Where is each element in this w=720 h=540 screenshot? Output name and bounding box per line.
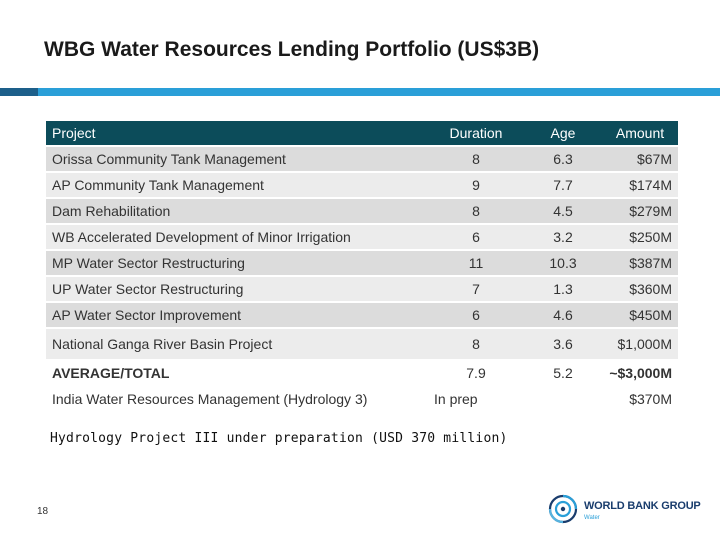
table-row: Dam Rehabilitation 8 4.5 $279M: [46, 199, 678, 223]
header-amount: Amount: [602, 121, 678, 145]
cell-amount: $387M: [602, 251, 678, 275]
cell-duration: 8: [428, 147, 524, 171]
cell-project: National Ganga River Basin Project: [46, 329, 428, 359]
total-label: AVERAGE/TOTAL: [52, 365, 170, 381]
cell-age: [524, 387, 602, 411]
table-row: National Ganga River Basin Project 8 3.6…: [46, 329, 678, 359]
cell-project: Orissa Community Tank Management: [46, 147, 428, 171]
logo-name: WORLD BANK GROUP: [584, 500, 701, 512]
cell-duration: 9: [428, 173, 524, 197]
cell-amount: $370M: [629, 391, 672, 407]
cell-age: 3.2: [524, 225, 602, 249]
cell-amount: $67M: [602, 147, 678, 171]
table-row: UP Water Sector Restructuring 7 1.3 $360…: [46, 277, 678, 301]
cell-duration: 7: [428, 277, 524, 301]
cell-duration: 6: [428, 225, 524, 249]
total-amount: ~$3,000M: [609, 365, 672, 381]
slide-title: WBG Water Resources Lending Portfolio (U…: [44, 38, 540, 61]
page-number: 18: [37, 506, 49, 517]
cell-project: AP Community Tank Management: [46, 173, 428, 197]
header-age: Age: [524, 121, 602, 145]
cell-age: 3.6: [524, 329, 602, 359]
cell-age: 4.6: [524, 303, 602, 327]
footnote: Hydrology Project III under preparation …: [50, 431, 508, 446]
header-duration: Duration: [428, 121, 524, 145]
table-row: MP Water Sector Restructuring 11 10.3 $3…: [46, 251, 678, 275]
cell-amount: $1,000M: [602, 329, 678, 359]
title-rule-light: [38, 88, 720, 96]
total-row: AVERAGE/TOTAL 7.9 5.2 ~$3,000M: [46, 361, 678, 385]
table-header-row: Project Duration Age Amount: [46, 121, 678, 145]
cell-duration: 6: [428, 303, 524, 327]
cell-age: 6.3: [524, 147, 602, 171]
cell-amount: $174M: [602, 173, 678, 197]
world-bank-globe-icon: [548, 494, 578, 529]
table-row: Orissa Community Tank Management 8 6.3 $…: [46, 147, 678, 171]
cell-project: UP Water Sector Restructuring: [46, 277, 428, 301]
total-duration: 7.9: [466, 365, 486, 381]
in-prep-row: India Water Resources Management (Hydrol…: [46, 387, 678, 411]
cell-amount: $450M: [602, 303, 678, 327]
cell-project: India Water Resources Management (Hydrol…: [52, 391, 368, 407]
cell-age: 7.7: [524, 173, 602, 197]
total-age: 5.2: [553, 365, 573, 381]
cell-project: AP Water Sector Improvement: [46, 303, 428, 327]
cell-amount: $360M: [602, 277, 678, 301]
cell-amount: $279M: [602, 199, 678, 223]
cell-amount: $250M: [602, 225, 678, 249]
portfolio-table: Project Duration Age Amount Orissa Commu…: [46, 119, 678, 413]
cell-duration: In prep: [434, 391, 478, 407]
cell-age: 10.3: [524, 251, 602, 275]
cell-project: WB Accelerated Development of Minor Irri…: [46, 225, 428, 249]
cell-duration: 8: [428, 199, 524, 223]
cell-duration: 8: [428, 329, 524, 359]
cell-project: Dam Rehabilitation: [46, 199, 428, 223]
table-row: WB Accelerated Development of Minor Irri…: [46, 225, 678, 249]
world-bank-group-logo: WORLD BANK GROUP Water: [548, 494, 708, 529]
table-row: AP Water Sector Improvement 6 4.6 $450M: [46, 303, 678, 327]
cell-age: 4.5: [524, 199, 602, 223]
cell-age: 1.3: [524, 277, 602, 301]
cell-duration: 11: [428, 251, 524, 275]
title-rule-dark: [0, 88, 38, 96]
cell-project: MP Water Sector Restructuring: [46, 251, 428, 275]
header-project: Project: [46, 121, 428, 145]
logo-subtitle: Water: [584, 515, 600, 521]
table-row: AP Community Tank Management 9 7.7 $174M: [46, 173, 678, 197]
